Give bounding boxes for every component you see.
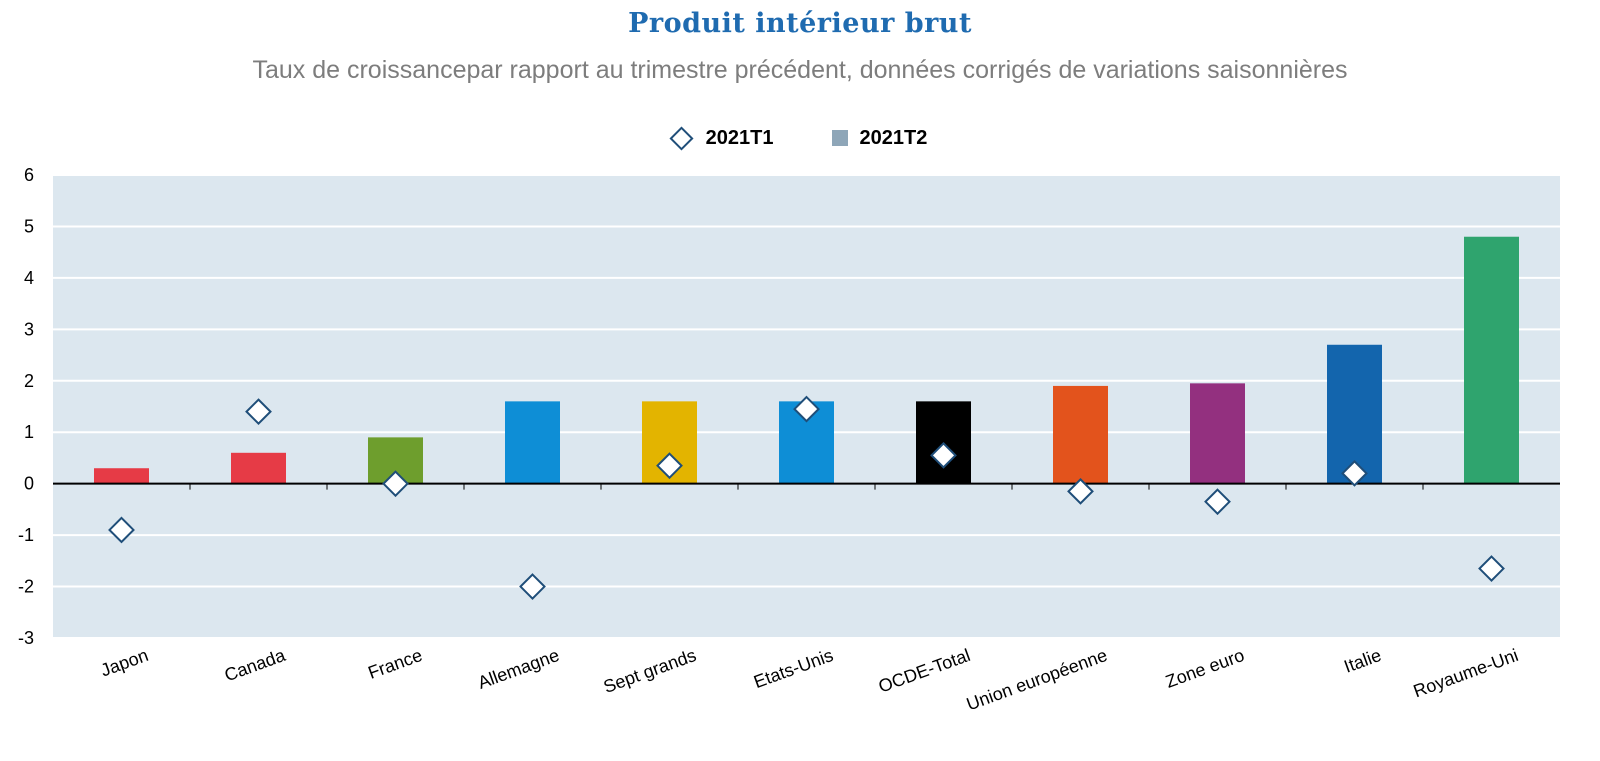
chart-legend: 2021T1 2021T2 — [0, 123, 1600, 153]
legend-item-2021t1: 2021T1 — [669, 125, 774, 151]
diamond-marker — [519, 573, 546, 600]
legend-label-2021t1: 2021T1 — [705, 126, 774, 149]
x-tick-label: OCDE-Total — [876, 645, 973, 697]
bar — [1053, 385, 1108, 484]
y-tick-label: 5 — [24, 216, 34, 236]
diamond-marker — [245, 398, 272, 426]
y-tick-label: -1 — [18, 525, 34, 545]
y-tick-label: 4 — [24, 268, 34, 288]
bar — [231, 452, 286, 484]
x-tick-label: Etats-Unis — [751, 645, 836, 692]
x-tick-label: Canada — [222, 645, 289, 686]
y-tick-label: 3 — [24, 319, 34, 339]
y-tick-label: -3 — [18, 628, 34, 648]
diamond-marker — [1204, 488, 1231, 516]
diamond-marker — [108, 516, 135, 544]
y-tick-label: -2 — [18, 577, 34, 597]
bar — [505, 401, 560, 484]
legend-item-2021t2: 2021T2 — [831, 126, 928, 150]
bar — [1464, 236, 1519, 484]
bar-swatch-icon — [831, 130, 848, 146]
diamond-marker — [1478, 555, 1505, 582]
y-axis: 6 5 4 3 2 1 0 -1 -2 -3 — [18, 165, 34, 648]
x-tick-label: Zone euro — [1163, 645, 1247, 692]
legend-label-2021t2: 2021T2 — [859, 126, 928, 149]
x-tick-label: Japon — [98, 645, 151, 681]
diamond-marker — [1341, 459, 1368, 487]
bar — [1190, 383, 1245, 484]
x-tick-label: Union européenne — [964, 645, 1110, 714]
y-tick-label: 6 — [24, 165, 34, 185]
grid-lines — [53, 174, 1560, 639]
y-tick-label: 1 — [24, 422, 34, 442]
diamond-marker — [1067, 477, 1094, 505]
y-tick-label: 2 — [24, 371, 34, 391]
x-tick-label: Allemagne — [475, 645, 562, 693]
x-tick-label: Italie — [1341, 645, 1384, 677]
bar — [94, 468, 149, 484]
diamond-marker — [930, 441, 957, 469]
chart-subtitle: Taux de croissancepar rapport au trimest… — [252, 56, 1348, 84]
markers-2021t1 — [108, 395, 1505, 600]
x-tick-label: Sept grands — [601, 645, 699, 697]
diamond-marker — [656, 452, 683, 480]
x-tick-label: Royaume-Uni — [1411, 645, 1521, 701]
diamond-marker — [793, 395, 820, 423]
y-tick-label: 0 — [24, 474, 34, 494]
chart-title: Produit intérieur brut — [628, 8, 972, 39]
diamond-marker — [382, 470, 409, 498]
x-tick-label: France — [365, 645, 424, 683]
